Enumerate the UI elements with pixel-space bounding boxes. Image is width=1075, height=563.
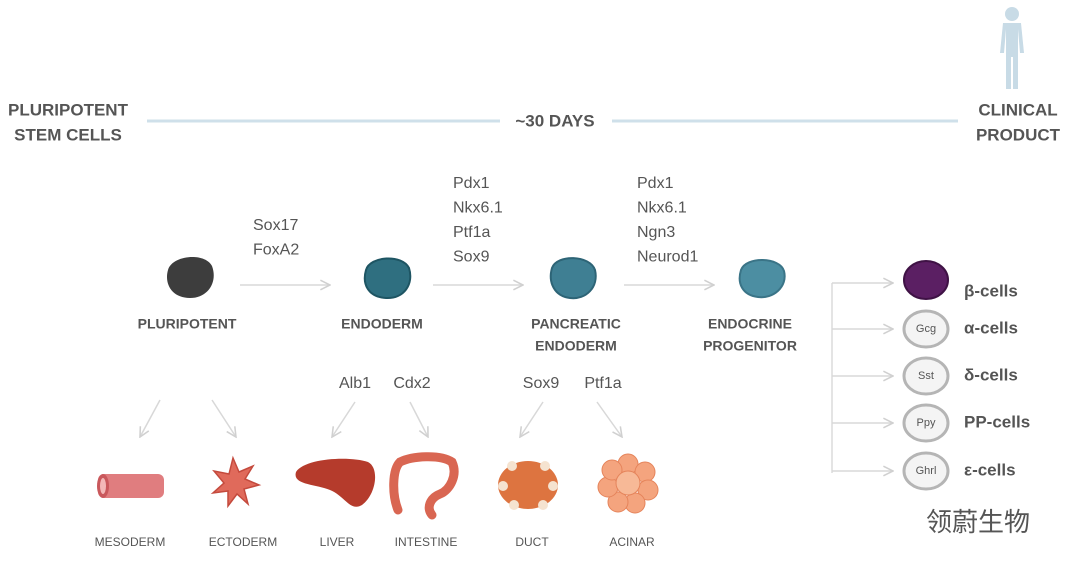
marker-label: Ngn3	[637, 224, 675, 241]
marker-label: Sox17	[253, 217, 298, 234]
stage-label: PLURIPOTENT	[138, 316, 237, 332]
acinar-icon	[597, 453, 659, 514]
marker-label: Pdx1	[637, 175, 674, 192]
endocrine-cell	[902, 309, 950, 349]
tissue-label: INTESTINE	[395, 535, 458, 549]
ectoderm-icon	[210, 455, 262, 509]
intestine-icon	[389, 452, 459, 520]
marker-label: Nkx6.1	[637, 200, 687, 217]
tissue-label: DUCT	[515, 535, 549, 549]
stage-label: ENDOCRINE	[708, 316, 792, 332]
cell-name: ε-cells	[964, 460, 1016, 479]
cell-name: β-cells	[964, 281, 1018, 300]
marker-label: Sox9	[453, 249, 490, 266]
watermark: 领蔚生物	[926, 507, 1030, 537]
cell-marker: Sst	[918, 370, 934, 382]
arrow	[596, 401, 622, 437]
tissue-label: ACINAR	[609, 535, 655, 549]
mesoderm-icon	[97, 474, 164, 498]
marker-label: Neurod1	[637, 249, 698, 266]
arrow	[332, 401, 356, 437]
marker-label: FoxA2	[253, 242, 299, 259]
marker-label: Nkx6.1	[453, 200, 503, 217]
cell-marker: Ghrl	[916, 465, 937, 477]
stage-label: PANCREATIC	[531, 316, 621, 332]
tissue-label: MESODERM	[95, 535, 166, 549]
marker-label: Pdx1	[453, 175, 490, 192]
branch-marker: Alb1	[339, 375, 371, 392]
arrow	[211, 399, 236, 437]
stage-label: ENDODERM	[341, 316, 423, 332]
arrow	[409, 401, 428, 437]
pancreatic-cell	[549, 257, 597, 300]
arrow	[140, 399, 161, 437]
arrow	[520, 401, 544, 437]
cell-name: PP-cells	[964, 412, 1030, 431]
endocrine-cell	[902, 451, 950, 491]
header-right: PRODUCT	[976, 125, 1061, 144]
branch-marker: Sox9	[523, 375, 560, 392]
timeline-label: ~30 DAYS	[515, 111, 594, 130]
header-right: CLINICAL	[978, 100, 1057, 119]
endocrine-cell	[902, 356, 950, 396]
human-icon	[1000, 7, 1024, 89]
stage-label: PROGENITOR	[703, 338, 797, 354]
progenitor-cell	[738, 259, 786, 299]
cell-marker: Ppy	[917, 417, 936, 429]
stage-label: ENDODERM	[535, 338, 617, 354]
pluripotent-cell	[166, 256, 214, 298]
beta-cell	[903, 260, 949, 300]
tissue-label: LIVER	[320, 535, 355, 549]
cell-name: δ-cells	[964, 365, 1018, 384]
marker-label: Ptf1a	[453, 224, 490, 241]
header-left: PLURIPOTENT	[8, 100, 129, 119]
tissue-label: ECTODERM	[209, 535, 277, 549]
branch-marker: Ptf1a	[584, 375, 621, 392]
header-left: STEM CELLS	[14, 125, 122, 144]
liver-icon	[295, 458, 376, 507]
endoderm-cell	[363, 257, 412, 300]
duct-icon	[498, 461, 558, 510]
cell-name: α-cells	[964, 318, 1018, 337]
branch-marker: Cdx2	[393, 375, 430, 392]
endocrine-cell	[902, 403, 950, 443]
cell-marker: Gcg	[916, 323, 936, 335]
